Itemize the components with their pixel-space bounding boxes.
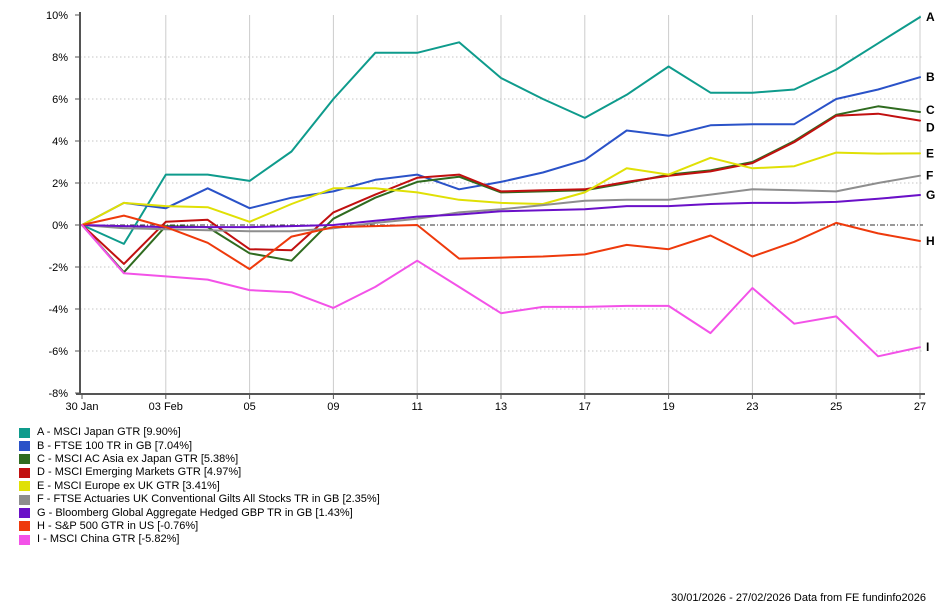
legend-label: G - Bloomberg Global Aggregate Hedged GB… [37, 506, 353, 519]
legend-item: G - Bloomberg Global Aggregate Hedged GB… [19, 506, 380, 519]
y-tick-label: 0% [52, 220, 68, 232]
x-tick-label: 25 [830, 401, 842, 413]
x-tick-label: 05 [243, 401, 255, 413]
series-end-label-H: H [926, 234, 935, 248]
y-tick-label: -6% [48, 346, 68, 358]
legend-swatch-C [19, 454, 30, 465]
y-tick-label: 4% [52, 136, 68, 148]
series-line-E [81, 151, 921, 226]
x-tick-label: 23 [746, 401, 758, 413]
legend-swatch-B [19, 441, 30, 452]
legend-item: H - S&P 500 GTR in US [-0.76%] [19, 520, 380, 533]
legend-swatch-D [19, 467, 30, 478]
x-tick-label: 30 Jan [65, 401, 98, 413]
legend-swatch-G [19, 508, 30, 519]
series-line-G [81, 194, 921, 229]
date-range-source-caption: 30/01/2026 - 27/02/2026 Data from FE fun… [670, 592, 926, 604]
x-tick-label: 03 Feb [149, 401, 183, 413]
legend-item: E - MSCI Europe ex UK GTR [3.41%] [19, 480, 380, 493]
legend-item: C - MSCI AC Asia ex Japan GTR [5.38%] [19, 453, 380, 466]
legend-label: D - MSCI Emerging Markets GTR [4.97%] [37, 466, 242, 479]
series-line-F [81, 174, 921, 233]
legend-label: E - MSCI Europe ex UK GTR [3.41%] [37, 479, 220, 492]
y-tick-label: -8% [48, 388, 68, 400]
legend-label: H - S&P 500 GTR in US [-0.76%] [37, 519, 199, 532]
legend-swatch-H [19, 521, 30, 532]
legend-swatch-A [19, 427, 30, 438]
legend-item: A - MSCI Japan GTR [9.90%] [19, 426, 380, 439]
x-tick-label: 13 [495, 401, 507, 413]
series-end-label-F: F [926, 169, 933, 183]
y-tick-label: 6% [52, 94, 68, 106]
y-tick-label: 10% [46, 10, 68, 22]
chart-legend: A - MSCI Japan GTR [9.90%] B - FTSE 100 … [19, 426, 380, 547]
series-line-A [81, 16, 921, 245]
performance-line-chart: 10% 8% 6% 4% 2% 0% -2% -4% -6% -8% 30 Jan 03 Feb 05 0… [46, 10, 935, 413]
legend-swatch-F [19, 494, 30, 505]
legend-label: F - FTSE Actuaries UK Conventional Gilts… [37, 493, 380, 506]
legend-item: F - FTSE Actuaries UK Conventional Gilts… [19, 493, 380, 506]
legend-label: A - MSCI Japan GTR [9.90%] [37, 426, 181, 439]
series-line-H [81, 214, 921, 271]
x-tick-label: 09 [327, 401, 339, 413]
y-tick-label: -2% [48, 262, 68, 274]
legend-swatch-I [19, 534, 30, 545]
legend-swatch-E [19, 481, 30, 492]
x-tick-label: 19 [662, 401, 674, 413]
x-tick-label: 17 [579, 401, 591, 413]
series-end-label-I: I [926, 340, 929, 354]
series-line-D [81, 112, 921, 265]
legend-label: I - MSCI China GTR [-5.82%] [37, 533, 180, 546]
y-tick-label: -4% [48, 304, 68, 316]
series-line-B [81, 76, 921, 226]
series-end-label-D: D [926, 121, 935, 135]
legend-item: B - FTSE 100 TR in GB [7.04%] [19, 439, 380, 452]
series-end-label-C: C [926, 103, 935, 117]
series-end-label-G: G [926, 188, 935, 202]
legend-item: I - MSCI China GTR [-5.82%] [19, 533, 380, 546]
chart-canvas: 10% 8% 6% 4% 2% 0% -2% -4% -6% -8%30 Jan 03 Feb 05 0… [46, 10, 935, 413]
series-line-I [81, 224, 921, 358]
series-end-label-E: E [926, 146, 934, 160]
x-tick-label: 27 [914, 401, 926, 413]
x-tick-label: 11 [411, 401, 422, 413]
series-end-label-A: A [926, 10, 935, 24]
legend-item: D - MSCI Emerging Markets GTR [4.97%] [19, 466, 380, 479]
y-tick-label: 2% [52, 178, 68, 190]
legend-label: B - FTSE 100 TR in GB [7.04%] [37, 439, 193, 452]
legend-label: C - MSCI AC Asia ex Japan GTR [5.38%] [37, 452, 239, 465]
y-tick-label: 8% [52, 52, 68, 64]
series-end-label-B: B [926, 70, 935, 84]
